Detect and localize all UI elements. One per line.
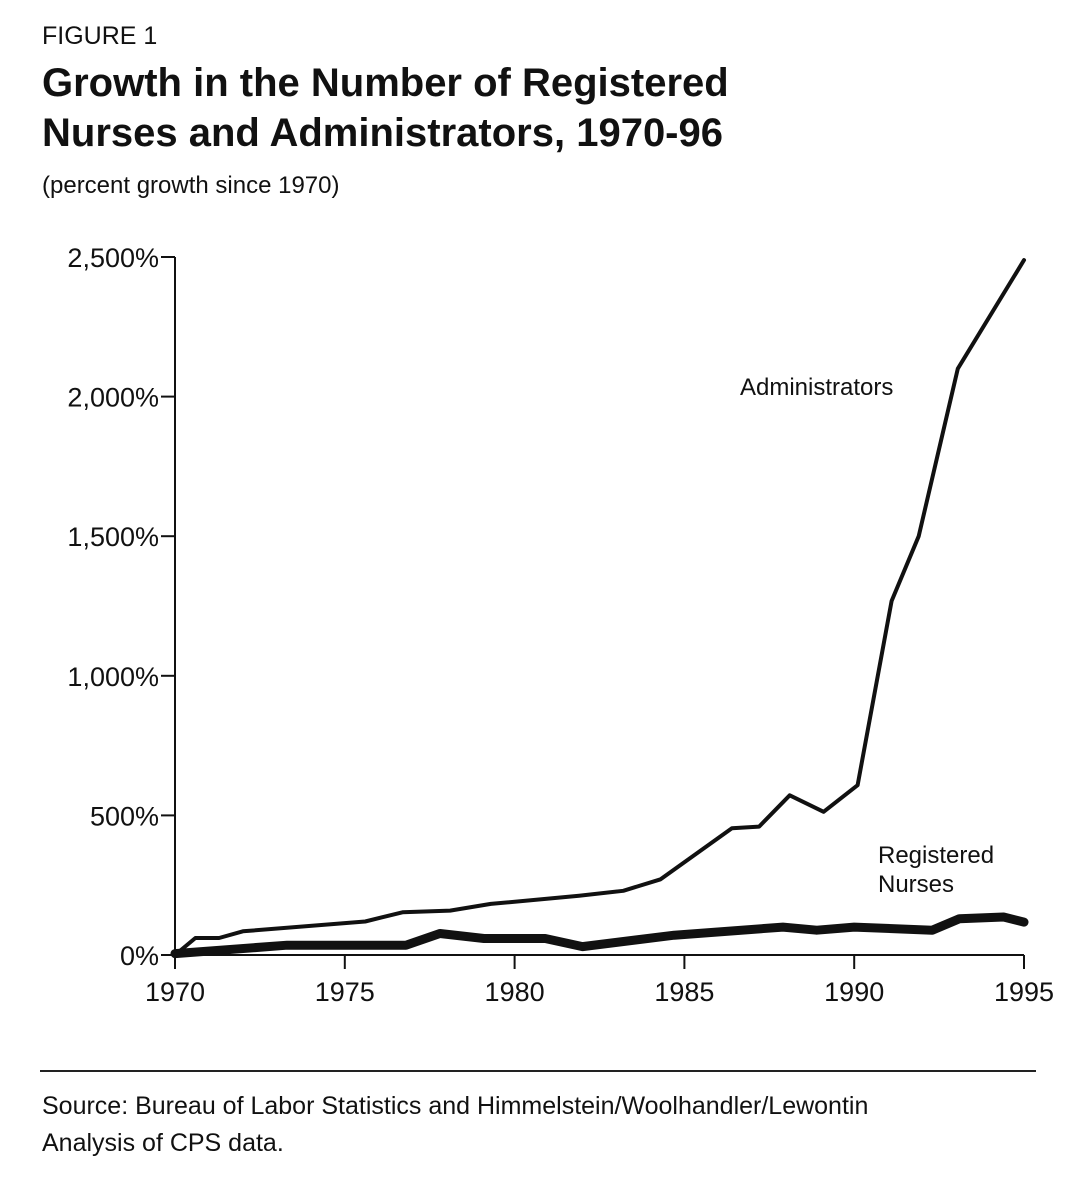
series-label-administrators: Administrators (740, 374, 893, 401)
divider (40, 1070, 1036, 1072)
chart-title: Growth in the Number of Registered Nurse… (42, 58, 729, 158)
x-tick-label: 1970 (145, 977, 205, 1007)
source-note: Source: Bureau of Labor Statistics and H… (42, 1088, 868, 1162)
x-tick-label: 1980 (485, 977, 545, 1007)
series-label-nurses-line1: Registered (878, 842, 994, 869)
line-chart: 1970 1975 1980 1985 1990 1995 0% 500% 1,000% 1,50… (67, 243, 1054, 1007)
title-line-1: Growth in the Number of Registered (42, 61, 729, 105)
x-tick-label: 1985 (654, 977, 714, 1007)
source-line-2: Analysis of CPS data. (42, 1129, 284, 1157)
axes: 1970 1975 1980 1985 1990 1995 0% 500% 1,000% 1,50… (67, 243, 1054, 1007)
y-tick-label: 1,500% (67, 522, 159, 552)
series-line-registered-nurses (170, 912, 1029, 959)
series-lines (170, 258, 1029, 959)
x-tick-label: 1975 (315, 977, 375, 1007)
y-tick-label: 2,000% (67, 383, 159, 413)
y-tick-label: 2,500% (67, 243, 159, 273)
x-tick-label: 1990 (824, 977, 884, 1007)
chart-subtitle: (percent growth since 1970) (42, 172, 340, 199)
x-tick-label: 1995 (994, 977, 1054, 1007)
figure-label: FIGURE 1 (42, 22, 158, 50)
series-line-administrators (173, 258, 1026, 957)
series-label-nurses-line2: Nurses (878, 871, 954, 898)
source-line-1: Source: Bureau of Labor Statistics and H… (42, 1092, 869, 1120)
y-tick-label: 0% (120, 941, 159, 971)
y-tick-label: 500% (90, 801, 159, 831)
y-tick-label: 1,000% (67, 662, 159, 692)
title-line-2: Nurses and Administrators, 1970-96 (42, 111, 723, 155)
